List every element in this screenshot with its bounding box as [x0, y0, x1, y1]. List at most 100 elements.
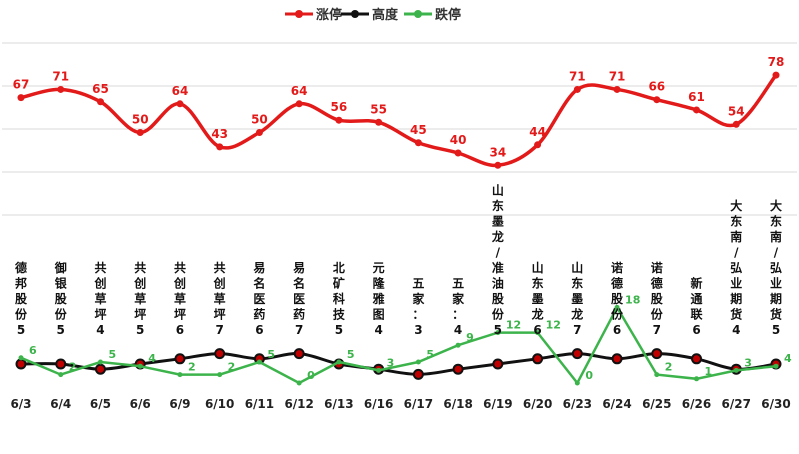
data-label-zhangting: 61: [688, 90, 705, 104]
data-label-zhangting: 64: [291, 84, 308, 98]
point-gaodu: [412, 368, 424, 380]
point-zhangting: [17, 94, 25, 102]
data-label-dieting: 5: [347, 348, 355, 361]
x-tick-label: 6/23: [563, 397, 592, 411]
x-tick-label: 6/20: [523, 397, 552, 411]
x-tick-label: 6/16: [364, 397, 393, 411]
stock-label: 大东南/弘业期货 4: [730, 198, 742, 337]
stock-label: 共创草坪 6: [173, 260, 186, 337]
data-label-zhangting: 71: [609, 69, 626, 83]
stock-label: 北矿科技 5: [333, 260, 346, 337]
point-zhangting: [96, 98, 104, 106]
point-dieting: [217, 372, 223, 378]
x-tick-label: 6/30: [761, 397, 790, 411]
point-zhangting: [613, 85, 621, 93]
stock-label: 五家： 3: [412, 277, 425, 338]
series-dieting: 6 2 5 4 2 2 5 0 5 3 5 9 12 12 0 18 2 1 3 4: [18, 293, 792, 386]
point-gaodu: [94, 363, 106, 375]
point-zhangting: [57, 85, 65, 93]
stock-label: 共创草坪 4: [93, 260, 106, 337]
point-dieting: [733, 367, 739, 373]
x-tick-label: 6/9: [169, 397, 190, 411]
point-zhangting: [732, 120, 740, 128]
data-label-zhangting: 54: [728, 104, 745, 118]
point-dieting: [694, 376, 700, 382]
data-label-zhangting: 56: [331, 100, 348, 114]
point-gaodu: [691, 353, 703, 365]
point-zhangting: [494, 161, 502, 169]
data-label-zhangting: 43: [211, 127, 228, 141]
point-zhangting: [454, 149, 462, 157]
legend-label-zhangting: 涨停: [315, 7, 342, 23]
point-dieting: [18, 355, 24, 361]
data-label-dieting: 2: [228, 361, 236, 374]
x-tick-label: 6/12: [284, 397, 313, 411]
point-gaodu: [293, 348, 305, 360]
point-dieting: [535, 330, 541, 336]
point-gaodu: [174, 353, 186, 365]
data-label-zhangting: 67: [13, 78, 30, 92]
point-dieting: [574, 380, 580, 386]
point-dieting: [177, 372, 183, 378]
point-zhangting: [335, 116, 343, 124]
data-label-dieting: 12: [546, 319, 561, 332]
data-label-dieting: 0: [585, 369, 593, 382]
x-tick-label: 6/19: [483, 397, 512, 411]
legend-marker-dieting: [414, 10, 422, 18]
data-label-zhangting: 45: [410, 123, 427, 137]
data-label-zhangting: 71: [52, 69, 69, 83]
point-zhangting: [375, 118, 383, 126]
stock-label: 德邦股份 5: [15, 260, 28, 337]
x-tick-label: 6/11: [245, 397, 274, 411]
data-label-dieting: 3: [387, 356, 395, 369]
point-dieting: [296, 380, 302, 386]
series-zhangting: 67 71 65 50 64 43 50 64 56 55 45 40 34 44 71 71 66 61 54 78: [13, 55, 785, 169]
data-label-zhangting: 78: [768, 55, 785, 69]
x-tick-label: 6/10: [205, 397, 234, 411]
point-zhangting: [534, 141, 542, 149]
data-label-zhangting: 50: [251, 113, 268, 127]
x-tick-label: 6/27: [722, 397, 751, 411]
x-tick-label: 6/3: [10, 397, 31, 411]
point-dieting: [376, 367, 382, 373]
stock-label: 五家： 4: [452, 277, 465, 338]
data-label-zhangting: 44: [529, 125, 546, 139]
stock-label: 山东墨龙 7: [571, 260, 583, 337]
point-gaodu: [532, 353, 544, 365]
data-label-zhangting: 66: [648, 80, 665, 94]
data-label-dieting: 4: [784, 352, 792, 365]
stock-labels: 德邦股份 5 御银股份 5 共创草坪 4 共创草坪 5 共创草坪 6 共创草坪 7 易名医药 6 易名医药 7…: [15, 183, 782, 338]
point-gaodu: [611, 353, 623, 365]
stock-label: 大东南/弘业期货 5: [770, 198, 782, 337]
legend-label-dieting: 跌停: [435, 7, 461, 23]
data-label-dieting: 18: [625, 293, 640, 306]
point-gaodu: [15, 358, 27, 370]
stock-label: 共创草坪 5: [133, 260, 146, 337]
point-zhangting: [414, 139, 422, 147]
point-zhangting: [136, 129, 144, 136]
x-axis-ticks: 6/3 6/4 6/5 6/6 6/9 6/10 6/11 6/12 6/13 6/16 6/17 6…: [10, 397, 790, 411]
stock-label: 元隆雅图 4: [372, 261, 386, 337]
point-zhangting: [772, 71, 780, 79]
data-label-dieting: 5: [267, 348, 275, 361]
data-label-dieting: 5: [426, 348, 434, 361]
point-dieting: [415, 359, 421, 365]
data-label-dieting: 5: [108, 348, 116, 361]
stock-label: 御银股份 5: [54, 260, 68, 337]
data-label-dieting: 1: [705, 365, 713, 378]
point-dieting: [58, 372, 64, 378]
stock-label: 山东墨龙 6: [532, 260, 544, 337]
data-label-zhangting: 50: [132, 113, 149, 127]
point-gaodu: [571, 348, 583, 360]
data-label-dieting: 4: [148, 352, 156, 365]
legend-marker-gaodu: [351, 10, 359, 18]
stock-label: 新通联 6: [691, 276, 703, 338]
point-zhangting: [693, 106, 701, 114]
data-label-zhangting: 64: [172, 84, 189, 98]
x-tick-label: 6/17: [404, 397, 433, 411]
stock-label: 共创草坪 7: [213, 260, 226, 337]
x-tick-label: 6/25: [642, 397, 671, 411]
point-zhangting: [295, 100, 303, 108]
x-tick-label: 6/26: [682, 397, 711, 411]
legend-label-gaodu: 高度: [372, 7, 399, 23]
